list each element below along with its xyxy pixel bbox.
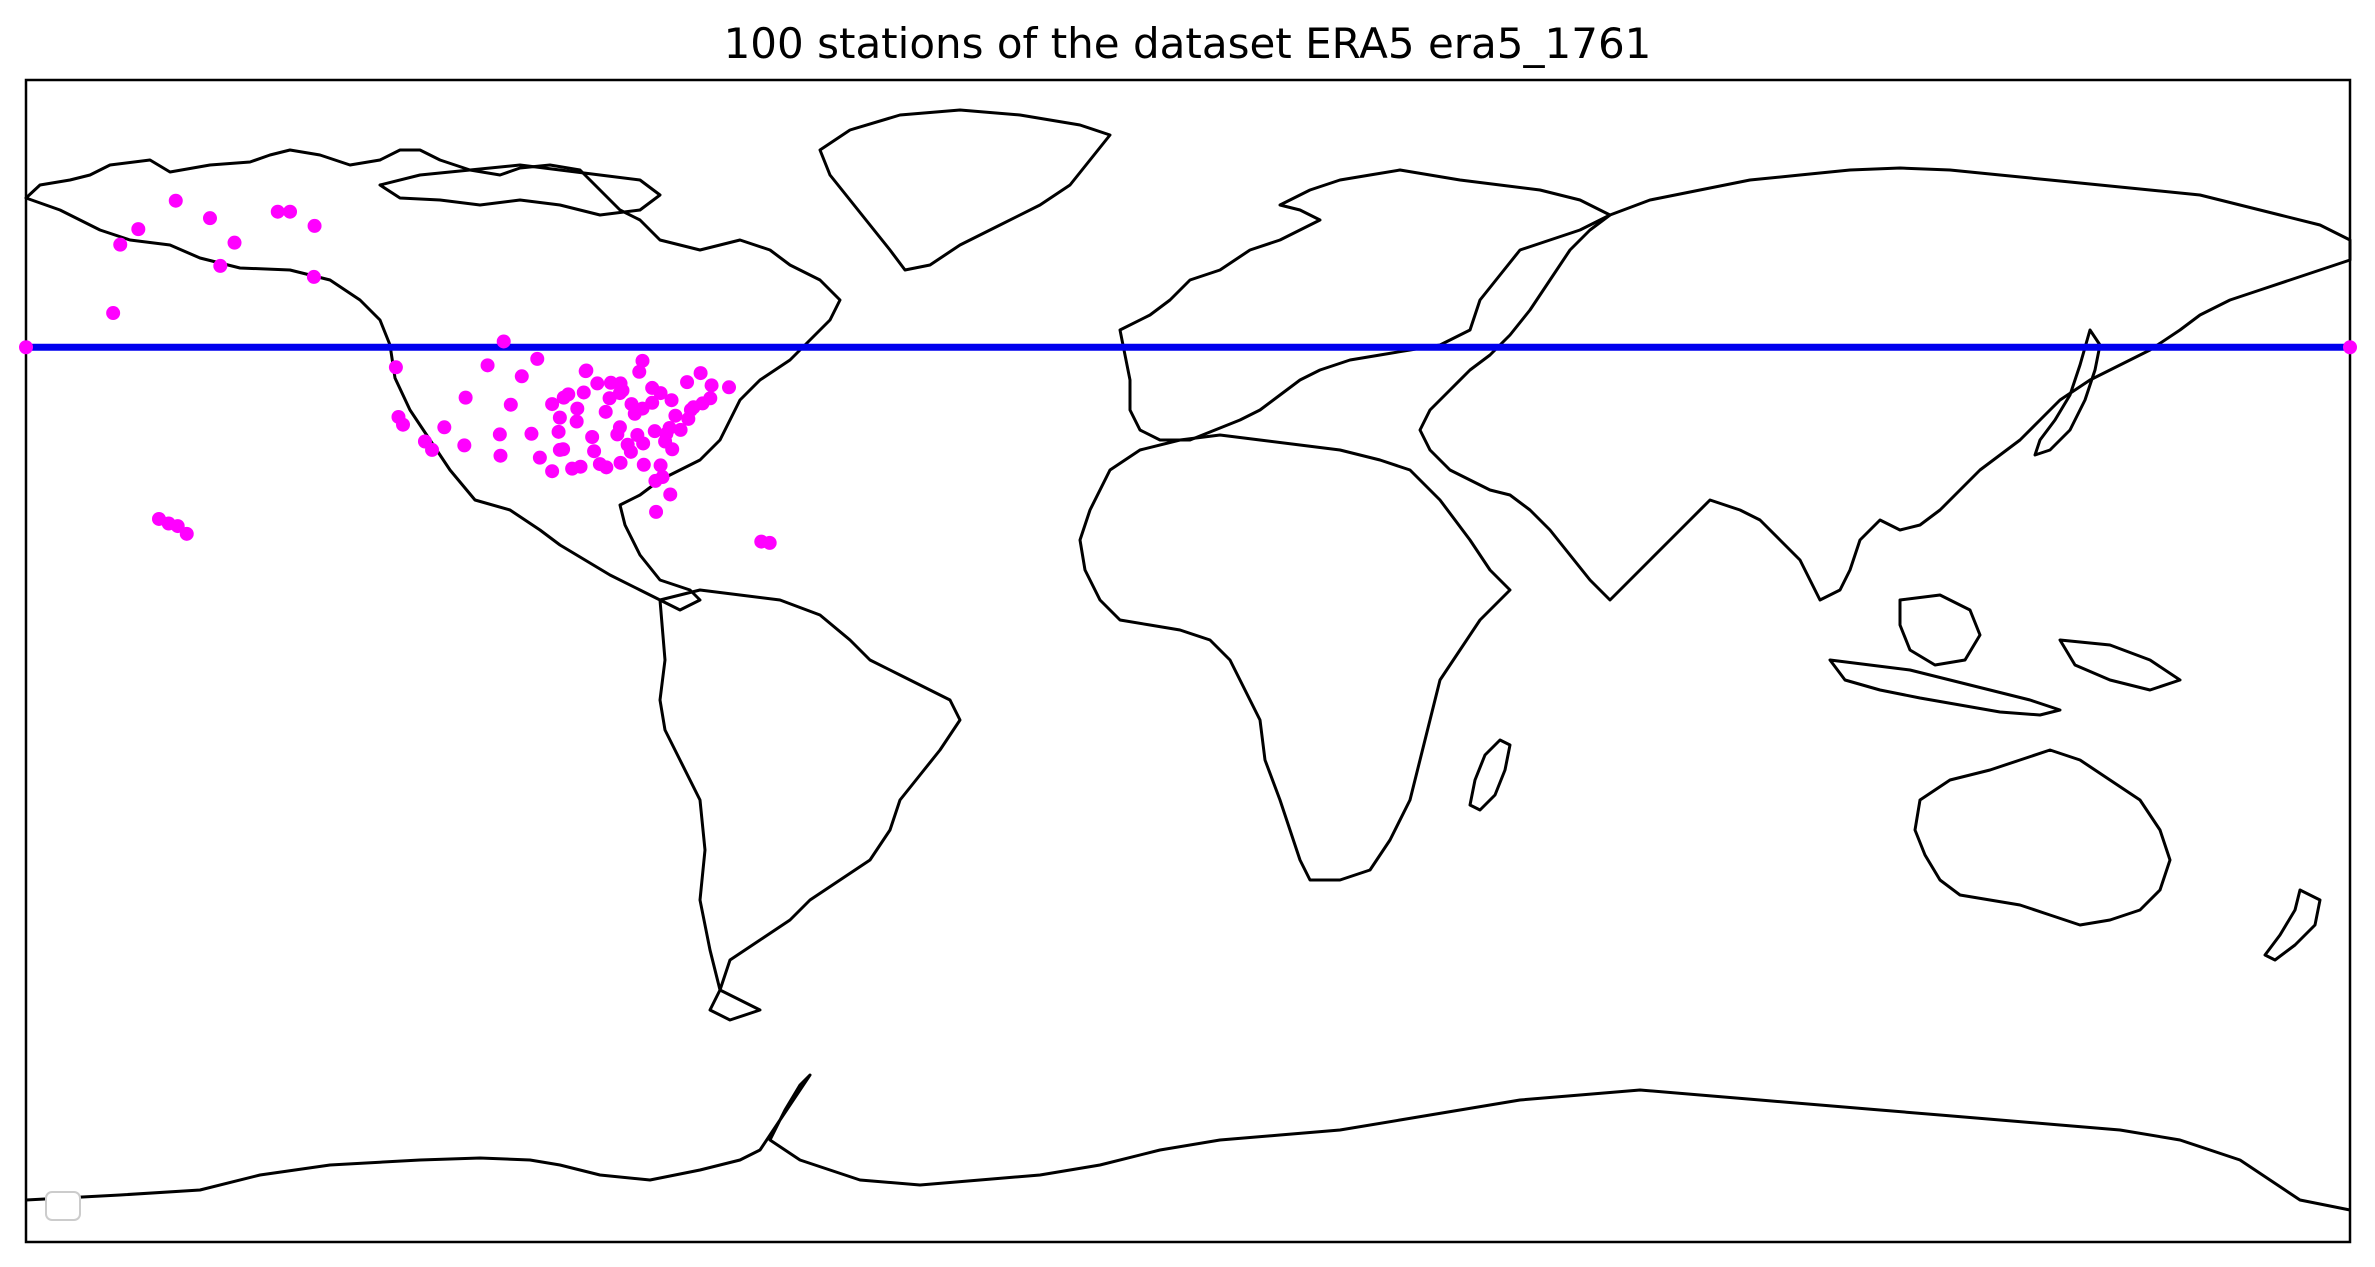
map-frame: [24, 78, 2352, 1244]
coastline-madagascar: [1468, 738, 1512, 812]
station-point: [681, 411, 696, 426]
station-point: [457, 438, 472, 453]
station-point: [658, 434, 673, 449]
coastline-japan: [2033, 328, 2102, 457]
coastline-asia: [1418, 166, 2352, 602]
station-point: [680, 375, 695, 390]
coastline-arctic-islands: [378, 163, 662, 217]
station-point: [613, 455, 628, 470]
station-point: [693, 366, 708, 381]
coastline-africa: [1078, 433, 1512, 882]
station-point: [503, 397, 518, 412]
station-point: [131, 222, 146, 237]
coastline-borneo: [1898, 593, 1982, 667]
station-point: [762, 535, 777, 550]
station-point: [569, 414, 584, 429]
station-point: [703, 391, 718, 406]
coastline-south-america: [658, 588, 962, 1022]
station-point: [636, 457, 651, 472]
station-point: [437, 420, 452, 435]
station-point: [722, 380, 737, 395]
station-point: [664, 393, 679, 408]
station-point: [524, 426, 539, 441]
station-point: [270, 204, 285, 219]
station-point: [592, 457, 607, 472]
station-point: [545, 464, 560, 479]
station-point: [530, 351, 545, 366]
coastlines: [24, 108, 2352, 1212]
coastline-antarctica: [25, 1073, 2351, 1212]
station-point: [647, 424, 662, 439]
coastline-north-america: [24, 148, 842, 612]
station-point: [388, 360, 403, 375]
legend-box: [45, 1191, 81, 1221]
station-point: [396, 417, 411, 432]
station-point: [496, 334, 511, 349]
station-point: [113, 237, 128, 252]
station-point: [213, 258, 228, 273]
station-point: [686, 400, 701, 415]
station-point: [480, 358, 495, 373]
station-point: [106, 306, 121, 321]
station-point: [170, 519, 185, 534]
station-point: [532, 450, 547, 465]
station-point: [610, 427, 625, 442]
stations: [19, 193, 2357, 550]
station-point: [655, 470, 670, 485]
station-point: [514, 369, 529, 384]
station-point: [552, 410, 567, 425]
station-point: [576, 385, 591, 400]
station-point: [630, 428, 645, 443]
station-point: [649, 504, 664, 519]
coastline-europe: [1118, 168, 1612, 442]
station-point: [662, 420, 677, 435]
station-point: [202, 211, 217, 226]
station-point: [668, 408, 683, 423]
coastline-greenland: [818, 108, 1112, 272]
station-point: [573, 459, 588, 474]
station-point: [551, 424, 566, 439]
coastline-new-zealand: [2263, 888, 2322, 962]
station-point: [570, 401, 585, 416]
station-point: [307, 218, 322, 233]
station-point: [458, 390, 473, 405]
station-point: [283, 204, 298, 219]
station-point: [545, 397, 560, 412]
station-point: [653, 458, 668, 473]
station-point: [602, 391, 617, 406]
station-point: [635, 401, 650, 416]
station-point: [673, 422, 688, 437]
station-point: [492, 427, 507, 442]
coastline-indonesia: [1828, 658, 2062, 717]
station-point: [425, 442, 440, 457]
coastline-australia: [1913, 748, 2172, 927]
station-point: [635, 353, 650, 368]
station-point: [579, 363, 594, 378]
station-point: [2343, 340, 2357, 355]
coastline-new-guinea: [2058, 638, 2182, 692]
station-point: [151, 511, 166, 526]
station-point: [556, 390, 571, 405]
station-point: [168, 193, 183, 208]
station-point: [493, 448, 508, 463]
map-title: 100 stations of the dataset ERA5 era5_17…: [723, 19, 1652, 68]
station-point: [19, 340, 33, 355]
station-point: [598, 404, 613, 419]
station-point: [632, 364, 647, 379]
station-point: [653, 386, 668, 401]
station-point: [587, 444, 602, 459]
station-point: [306, 269, 321, 284]
station-point: [623, 444, 638, 459]
station-point: [663, 487, 678, 502]
station-point: [704, 378, 719, 393]
station-point: [612, 386, 627, 401]
station-point: [552, 442, 567, 457]
station-point: [590, 376, 605, 391]
station-point: [227, 235, 242, 250]
station-point: [585, 429, 600, 444]
